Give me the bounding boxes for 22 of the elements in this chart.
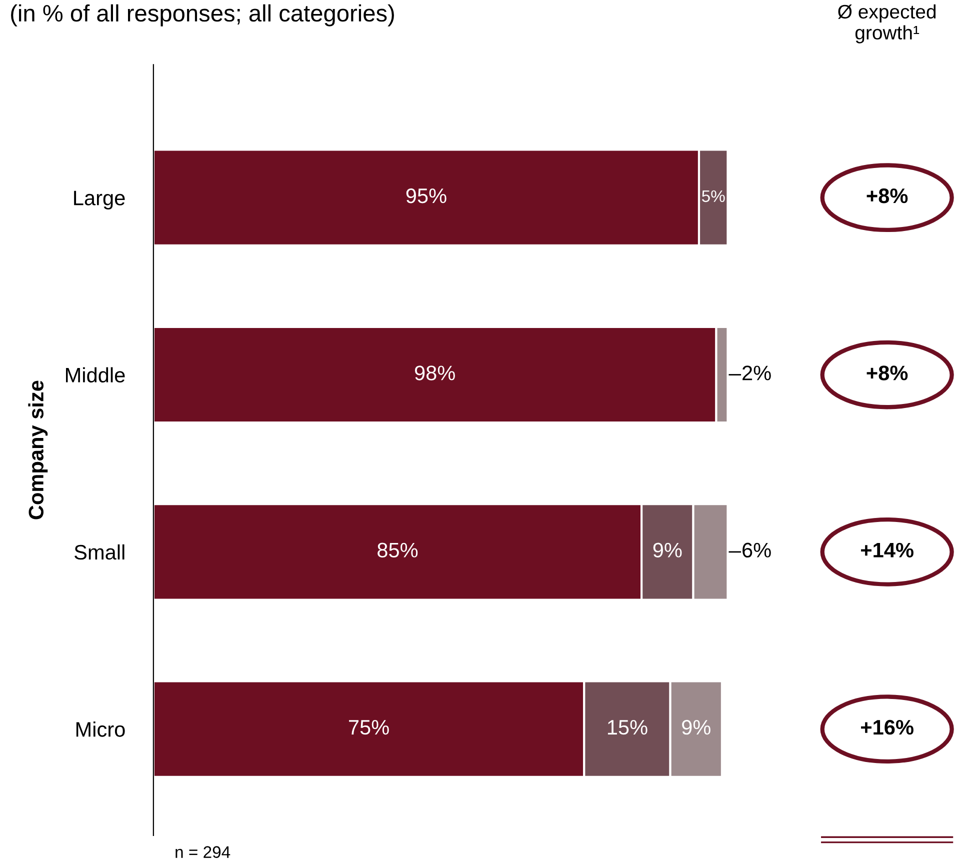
data-label: 9% [682, 720, 710, 735]
data-label: 95% [406, 188, 446, 204]
data-label: 6% [742, 542, 771, 558]
text: +14% [861, 542, 914, 558]
chart-subtitle: (in % of all responses; all categories) [11, 4, 394, 26]
text: +16% [861, 720, 914, 735]
data-label: 5% [702, 190, 725, 202]
y-tick-label: Large [74, 190, 125, 210]
data-label: 75% [349, 720, 389, 735]
data-label: 85% [378, 542, 418, 558]
y-tick-label: Micro [76, 722, 125, 737]
y-tick-label: Middle [66, 367, 125, 383]
y-tick-label: Small [74, 544, 124, 560]
text: +8% [866, 366, 908, 380]
data-label: 9% [653, 542, 682, 558]
data-label: 98% [414, 366, 455, 380]
text: n = 294 [176, 846, 230, 858]
text: +8% [866, 188, 908, 204]
data-label: 15% [608, 720, 648, 735]
data-label: 2% [742, 366, 771, 380]
y-axis-title: Company size [28, 380, 48, 520]
text: Ø expected growth¹ [838, 4, 936, 44]
